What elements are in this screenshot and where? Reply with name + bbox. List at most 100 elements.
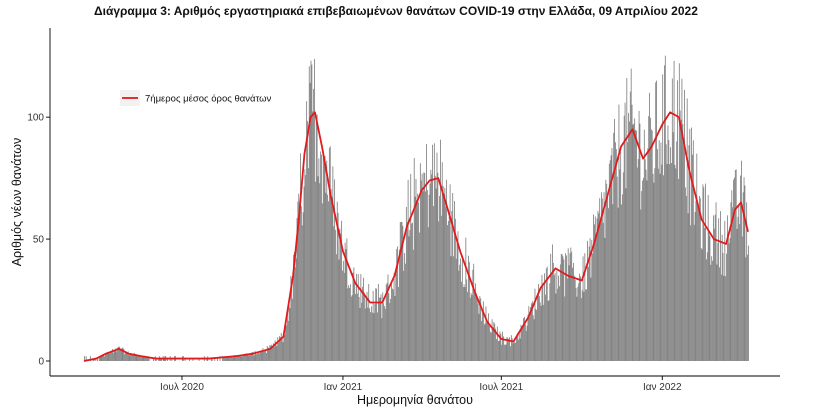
daily-death-bar: [256, 354, 258, 361]
daily-death-bar: [124, 354, 126, 361]
daily-death-bar: [433, 206, 434, 361]
daily-death-bar: [237, 355, 239, 361]
daily-death-bar: [155, 358, 157, 361]
daily-death-bar: [672, 132, 674, 361]
daily-death-bar: [318, 158, 320, 361]
daily-death-bar: [463, 284, 465, 361]
daily-death-bar: [569, 253, 571, 361]
daily-death-bar: [685, 196, 687, 361]
daily-death-bar: [285, 320, 287, 361]
daily-death-bar: [619, 169, 621, 361]
daily-death-bar: [447, 225, 448, 361]
daily-death-bar: [688, 145, 690, 361]
daily-death-bar: [410, 173, 412, 361]
daily-death-bar: [544, 273, 545, 361]
daily-death-bar: [223, 357, 225, 361]
daily-death-bar: [192, 358, 194, 361]
daily-death-bar: [224, 356, 226, 361]
daily-death-bar: [278, 342, 280, 361]
daily-death-bar: [459, 264, 461, 361]
daily-death-bar: [517, 333, 518, 361]
daily-death-bar: [291, 278, 293, 361]
daily-death-bar: [671, 78, 673, 361]
daily-death-bar: [445, 206, 447, 361]
daily-death-bar: [321, 203, 323, 361]
daily-death-bar: [333, 226, 335, 361]
daily-death-bar: [107, 352, 109, 361]
daily-death-bar: [398, 249, 400, 361]
daily-death-bar: [706, 259, 707, 361]
daily-death-bar: [313, 88, 315, 362]
daily-death-bar: [349, 287, 350, 361]
daily-death-bar: [584, 253, 586, 361]
daily-death-bar: [713, 215, 714, 361]
daily-death-bar: [225, 358, 227, 361]
daily-death-bar: [720, 274, 722, 361]
daily-death-bar: [265, 350, 266, 361]
daily-death-bar: [312, 111, 314, 361]
daily-death-bar: [348, 285, 350, 361]
daily-death-bar: [316, 114, 318, 362]
daily-death-bar: [419, 232, 420, 361]
daily-death-bar: [296, 217, 298, 361]
daily-death-bar: [656, 80, 657, 362]
daily-death-bar: [625, 188, 627, 361]
daily-death-bar: [665, 144, 667, 361]
daily-death-bar: [518, 332, 520, 361]
daily-death-bar: [526, 325, 528, 361]
daily-death-bar: [114, 350, 116, 361]
daily-death-bar: [140, 357, 142, 361]
daily-death-bar: [263, 351, 265, 361]
daily-death-bar: [734, 177, 735, 361]
daily-death-bar: [699, 198, 701, 361]
x-tick-label: Ιαν 2022: [643, 382, 682, 393]
daily-death-bar: [345, 249, 347, 361]
daily-death-bar: [731, 190, 733, 361]
daily-death-bar: [644, 159, 646, 361]
daily-death-bar: [692, 140, 694, 361]
daily-death-bar: [579, 273, 580, 361]
daily-death-bar: [628, 112, 629, 361]
daily-death-bar: [595, 238, 597, 361]
daily-death-bar: [657, 149, 658, 361]
daily-death-bar: [247, 353, 249, 361]
daily-death-bar: [685, 187, 686, 361]
daily-death-bar: [527, 314, 529, 361]
daily-death-bar: [725, 276, 727, 361]
daily-death-bar: [514, 342, 516, 361]
daily-death-bar: [588, 246, 590, 361]
daily-death-bar: [727, 237, 729, 361]
daily-death-bar: [681, 78, 683, 361]
daily-death-bar: [534, 288, 536, 361]
daily-death-bar: [729, 238, 731, 361]
daily-death-bar: [339, 228, 341, 361]
daily-death-bar: [250, 353, 252, 361]
daily-death-bar: [134, 354, 136, 361]
daily-death-bar: [483, 324, 485, 361]
daily-death-bar: [128, 355, 130, 361]
daily-death-bar: [538, 296, 540, 361]
daily-death-bar: [468, 261, 470, 361]
daily-death-bar: [613, 132, 615, 361]
daily-death-bar: [621, 204, 622, 361]
daily-death-bar: [324, 156, 326, 361]
daily-death-bar: [265, 353, 267, 361]
daily-death-bar: [112, 352, 114, 361]
daily-death-bar: [283, 331, 285, 361]
daily-death-bar: [337, 212, 339, 361]
daily-death-bar: [547, 300, 549, 361]
daily-death-bar: [404, 253, 406, 361]
daily-death-bar: [730, 202, 732, 361]
daily-death-bar: [724, 220, 726, 361]
daily-death-bar: [126, 352, 128, 361]
daily-death-bar: [102, 355, 104, 361]
x-tick-label: Ιαν 2021: [324, 382, 363, 393]
daily-death-bar: [734, 169, 736, 361]
legend: 7ήμερος μέσος όρος θανάτων: [120, 90, 271, 106]
daily-death-bar: [653, 182, 655, 361]
daily-death-bar: [641, 191, 643, 361]
daily-death-bar: [709, 235, 711, 361]
daily-death-bar: [611, 148, 613, 361]
daily-death-bar: [440, 215, 442, 361]
